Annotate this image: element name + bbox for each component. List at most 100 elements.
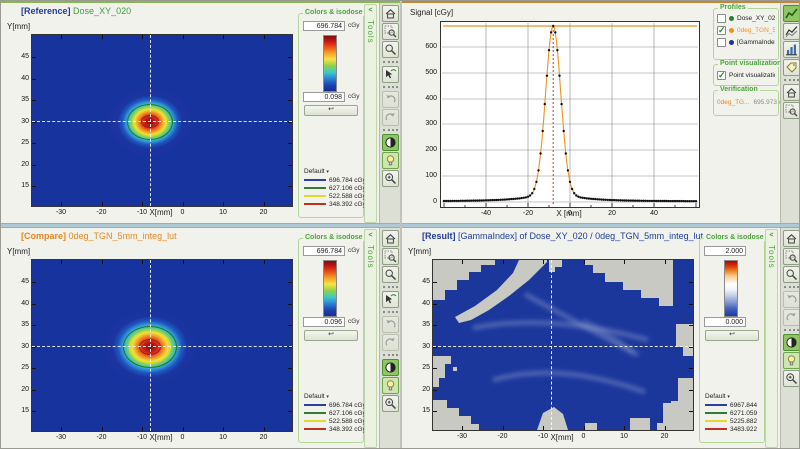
- colorbar-max-input[interactable]: 696.784: [303, 246, 345, 256]
- profile-tool-button[interactable]: [381, 66, 399, 83]
- tag-edit-button[interactable]: [782, 59, 799, 76]
- profile-checkbox[interactable]: [717, 26, 726, 35]
- zoom-plus-button[interactable]: [381, 170, 399, 187]
- redo-button[interactable]: [782, 309, 799, 326]
- chart-histogram-button[interactable]: [782, 41, 799, 58]
- y-tick-label: 25: [21, 139, 29, 146]
- apply-range-button[interactable]: ↩: [705, 330, 759, 341]
- axis-tick: [223, 260, 224, 264]
- toolbar-separator: [382, 86, 398, 88]
- zoom-button[interactable]: [381, 266, 399, 283]
- zoom-button[interactable]: [381, 41, 399, 58]
- isodose-bulb-button[interactable]: [381, 152, 399, 169]
- y-axis-label: Y[mm]: [7, 22, 31, 31]
- y-tick-label: 20: [21, 160, 29, 168]
- signal-profile-plot[interactable]: 600 500 400 300 200 100 0 -40 -20 0 20 40: [425, 21, 700, 217]
- isodose-line-swatch: [304, 203, 326, 205]
- reference-dose-map[interactable]: -30 -20 -10 0 10 20 45 40 35 30 25 20 15: [21, 34, 293, 216]
- y-tick-label: 200: [425, 146, 437, 153]
- zoom-region-button[interactable]: [782, 248, 799, 265]
- axis-tick: [689, 368, 693, 369]
- home-button[interactable]: [782, 230, 799, 247]
- x-axis-label: X[mm]: [149, 208, 173, 217]
- axis-tick: [664, 260, 666, 264]
- undo-button[interactable]: [782, 291, 799, 308]
- contrast-button[interactable]: [782, 334, 799, 351]
- axis-tick: [32, 78, 36, 80]
- isodose-preset-dropdown[interactable]: Default ▾: [705, 393, 730, 400]
- toolbar-separator: [382, 311, 398, 313]
- isodose-preset-dropdown[interactable]: Default ▾: [304, 168, 329, 175]
- axis-tick: [433, 346, 437, 348]
- colorbar-min-input[interactable]: 0.096: [303, 317, 345, 327]
- chart-histogram-icon: [785, 44, 797, 56]
- y-tick-label: 100: [425, 172, 437, 179]
- zoom-region-icon: [384, 250, 396, 263]
- compare-dose-map[interactable]: -30 -20 -10 0 10 20 45 40 35 30 25 20 15: [21, 259, 293, 441]
- view-tag: [Compare]: [21, 231, 67, 241]
- x-tick-label: -10: [136, 209, 148, 216]
- contrast-button[interactable]: [381, 134, 399, 151]
- axis-tick: [543, 426, 544, 430]
- isodose-line-swatch: [304, 428, 326, 430]
- tools-tab[interactable]: < Tools: [765, 229, 778, 448]
- gamma-index-map[interactable]: -30 -20 -10 0 10 20 45 40 35 30 25 20 15: [422, 259, 694, 440]
- isodose-legend-item: 348.392 cGy: [304, 200, 366, 208]
- chart-line-button[interactable]: [782, 5, 799, 22]
- zoom-region-button[interactable]: [782, 102, 799, 119]
- zoom-plus-button[interactable]: [381, 395, 399, 412]
- gamma-map-image: [433, 260, 693, 430]
- zoom-region-icon: [785, 250, 797, 263]
- axis-tick: [433, 303, 437, 305]
- isodose-legend-item: 5225.882: [705, 417, 757, 425]
- profile-toolbar: [780, 3, 799, 223]
- zoom-plus-button[interactable]: [782, 370, 799, 387]
- undo-button[interactable]: [381, 316, 399, 333]
- home-button[interactable]: [381, 230, 399, 247]
- profile-tool-button[interactable]: [381, 291, 399, 308]
- colorbar-max-input[interactable]: 2.000: [704, 246, 746, 256]
- chart-line-compare-button[interactable]: [782, 23, 799, 40]
- contrast-button[interactable]: [381, 359, 399, 376]
- view-title: 0deg_TGN_5mm_integ_lut: [68, 231, 177, 241]
- profile-label: Dose_XY_020: [737, 15, 775, 22]
- zoom-button[interactable]: [782, 266, 799, 283]
- apply-range-button[interactable]: ↩: [304, 105, 358, 116]
- isodose-bulb-button[interactable]: [381, 377, 399, 394]
- isodose-bulb-button[interactable]: [782, 352, 799, 369]
- colorbar-min-input[interactable]: 0.098: [303, 92, 345, 102]
- point-visualization-checkbox[interactable]: [717, 71, 726, 80]
- tools-tab[interactable]: < Tools: [364, 229, 377, 448]
- isodose-legend-item: 348.392 cGy: [304, 425, 366, 433]
- chevron-down-icon: ▾: [326, 394, 329, 400]
- vertical-splitter[interactable]: [400, 1, 402, 448]
- isodose-legend-item: 3483.922: [705, 425, 757, 433]
- isodose-preset-dropdown[interactable]: Default ▾: [304, 393, 329, 400]
- profile-list-item: Dose_XY_020: [717, 14, 775, 23]
- profile-checkbox[interactable]: [717, 14, 726, 23]
- redo-button[interactable]: [381, 334, 399, 351]
- panel-title: Colors & isodose: [303, 234, 365, 241]
- redo-button[interactable]: [381, 109, 399, 126]
- tools-tab[interactable]: < Tools: [364, 4, 377, 223]
- redo-icon: [385, 112, 395, 121]
- profile-checkbox[interactable]: [717, 38, 726, 47]
- undo-button[interactable]: [381, 91, 399, 108]
- home-button[interactable]: [782, 84, 799, 101]
- home-button[interactable]: [381, 5, 399, 22]
- zoom-region-button[interactable]: [381, 23, 399, 40]
- zoom-region-button[interactable]: [381, 248, 399, 265]
- crosshair-vertical: [150, 35, 151, 206]
- y-tick-label: 400: [425, 95, 437, 102]
- undo-icon: [385, 94, 395, 103]
- colorbar-max-input[interactable]: 696.784: [303, 21, 345, 31]
- y-tick-label: 300: [425, 120, 437, 127]
- panel-title: Verification: [718, 86, 760, 93]
- colorbar-min-input[interactable]: 0.000: [704, 317, 746, 327]
- apply-range-button[interactable]: ↩: [304, 330, 358, 341]
- chevron-down-icon: ▾: [326, 169, 329, 175]
- map-toolbar: [780, 228, 799, 448]
- colors-isodose-panel: Colors & isodose 696.784 cGy 0.098 cGy ↩…: [298, 9, 366, 218]
- axis-tick: [101, 202, 103, 206]
- isodose-line-value: 522.588 cGy: [329, 192, 366, 200]
